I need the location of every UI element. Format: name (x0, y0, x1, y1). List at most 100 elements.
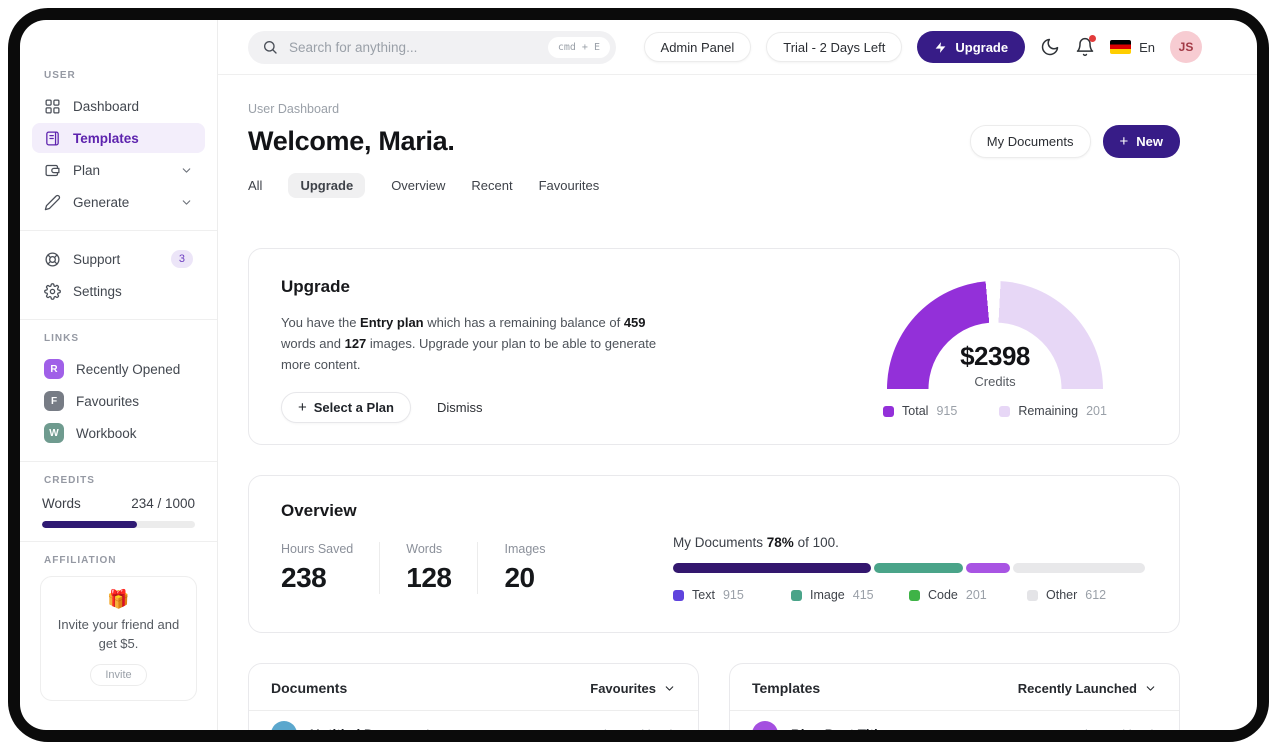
sidebar-link-recently-opened[interactable]: R Recently Opened (32, 354, 205, 384)
chevron-down-icon (182, 199, 191, 205)
bar-segment-text (673, 563, 871, 573)
legend-item-code: Code 201 (909, 588, 1027, 602)
admin-panel-button[interactable]: Admin Panel (643, 32, 752, 62)
bar-segment-other (1012, 563, 1145, 573)
language-selector[interactable]: En (1110, 40, 1155, 55)
sidebar-divider (20, 230, 217, 231)
tab-all[interactable]: All (248, 178, 263, 193)
link-initial-badge: W (44, 423, 64, 443)
new-button-label: New (1136, 134, 1163, 149)
documents-filter-dropdown[interactable]: Favourites (590, 681, 676, 696)
legend-chip (673, 589, 684, 601)
dark-mode-toggle[interactable] (1040, 37, 1060, 57)
dismiss-button[interactable]: Dismiss (436, 400, 483, 416)
legend-item-image: Image 415 (791, 588, 909, 602)
legend-item-total: Total 915 (883, 404, 957, 418)
credits-widget: Words 234 / 1000 (20, 496, 217, 528)
gauge-value: $2398 (960, 341, 1030, 371)
chevron-down-icon (665, 685, 674, 691)
sidebar-divider (20, 541, 217, 542)
templates-filter-dropdown[interactable]: Recently Launched (1018, 681, 1157, 696)
sidebar-section-credits: CREDITS (44, 475, 95, 486)
sidebar-item-label: Generate (73, 194, 130, 210)
upgrade-card-title: Upgrade (281, 277, 350, 296)
credits-gauge-chart: $2398 Credits (887, 281, 1103, 389)
tab-recent[interactable]: Recent (471, 178, 513, 193)
gear-icon (44, 282, 61, 300)
sidebar-item-templates[interactable]: Templates (32, 123, 205, 153)
legend-chip (1027, 589, 1038, 601)
document-name: Untitled Document (310, 727, 430, 731)
overview-card-title: Overview (281, 501, 357, 520)
new-button[interactable]: + New (1102, 125, 1180, 158)
documents-progress-block: My Documents 78% of 100. Text 915 (673, 535, 1145, 632)
credits-progress-track (42, 521, 195, 528)
page-title: Welcome, Maria. (248, 126, 455, 156)
template-list-item[interactable]: Blog Post Title in Workbook (730, 711, 1179, 730)
select-plan-label: Select a Plan (313, 400, 394, 416)
progress-caption: My Documents 78% of 100. (673, 535, 839, 550)
lightning-bolt-icon (935, 41, 946, 53)
sidebar-item-support[interactable]: Support 3 (32, 244, 205, 274)
document-avatar (271, 721, 297, 730)
sidebar-item-label: Settings (73, 283, 122, 299)
legend-item-remaining: Remaining 201 (999, 404, 1107, 418)
tab-favourites[interactable]: Favourites (538, 178, 600, 193)
document-location: in Workbook (604, 727, 676, 731)
german-flag-icon (1110, 40, 1132, 54)
bell-icon (1076, 37, 1094, 57)
trial-status-button[interactable]: Trial - 2 Days Left (766, 32, 903, 62)
chevron-down-icon (182, 167, 191, 173)
sidebar-item-label: Support (73, 251, 121, 267)
stat-hours-saved: Hours Saved 238 (281, 542, 381, 594)
upgrade-button-label: Upgrade (955, 39, 1009, 55)
tab-overview[interactable]: Overview (391, 178, 446, 193)
link-initial-badge: R (44, 359, 64, 379)
user-avatar[interactable]: JS (1170, 31, 1202, 63)
invite-button[interactable]: Invite (90, 663, 147, 686)
app-window: USER Dashboard Templates Plan Generate S… (20, 20, 1257, 730)
sidebar-item-label: Templates (73, 130, 139, 146)
select-plan-button[interactable]: + Select a Plan (281, 392, 411, 424)
sidebar-item-dashboard[interactable]: Dashboard (32, 91, 205, 121)
search-icon (264, 41, 277, 54)
affiliation-card: 🎁 Invite your friend and get $5. Invite (40, 576, 197, 701)
plus-icon: + (1119, 133, 1129, 150)
chevron-down-icon (1146, 685, 1155, 691)
stacked-bar-chart (673, 563, 1145, 573)
legend-chip (999, 405, 1011, 417)
bar-segment-image (873, 563, 964, 573)
sidebar-item-plan[interactable]: Plan (32, 155, 205, 185)
document-list-item[interactable]: Untitled Document in Workbook (249, 711, 698, 730)
legend-item-text: Text 915 (673, 588, 791, 602)
wallet-icon (45, 164, 60, 176)
sidebar-link-workbook[interactable]: W Workbook (32, 418, 205, 448)
filter-tabs: All Upgrade Overview Recent Favourites (248, 173, 1180, 198)
sidebar-item-label: Workbook (76, 425, 137, 441)
upgrade-button[interactable]: Upgrade (917, 31, 1026, 63)
my-documents-button[interactable]: My Documents (969, 125, 1091, 158)
content-area: User Dashboard Welcome, Maria. My Docume… (218, 75, 1257, 730)
sidebar-item-settings[interactable]: Settings (32, 276, 205, 306)
sidebar-link-favourites[interactable]: F Favourites (32, 386, 205, 416)
sidebar-item-label: Recently Opened (76, 361, 181, 377)
tab-upgrade[interactable]: Upgrade (288, 173, 366, 198)
overview-card: Overview Hours Saved 238 Words 128 Image… (248, 475, 1180, 633)
topbar: cmd + E Admin Panel Trial - 2 Days Left … (218, 20, 1257, 75)
search-bar[interactable]: cmd + E (248, 30, 616, 64)
stat-words: Words 128 (406, 542, 479, 594)
documents-card: Documents Favourites Untitled Document i… (248, 663, 699, 730)
credits-label: Words (42, 496, 81, 511)
notifications-button[interactable] (1075, 35, 1097, 57)
life-buoy-icon (45, 251, 60, 267)
pencil-icon (44, 194, 61, 210)
breadcrumb: User Dashboard (248, 102, 340, 116)
sidebar-item-label: Plan (73, 162, 101, 178)
stat-images: Images 20 (504, 542, 546, 593)
gift-icon: 🎁 (107, 589, 130, 609)
sidebar-item-generate[interactable]: Generate (32, 187, 205, 217)
search-input[interactable] (287, 38, 539, 56)
sidebar-section-user: USER (44, 70, 76, 81)
documents-card-title: Documents (271, 680, 348, 696)
moon-icon (1041, 38, 1059, 56)
